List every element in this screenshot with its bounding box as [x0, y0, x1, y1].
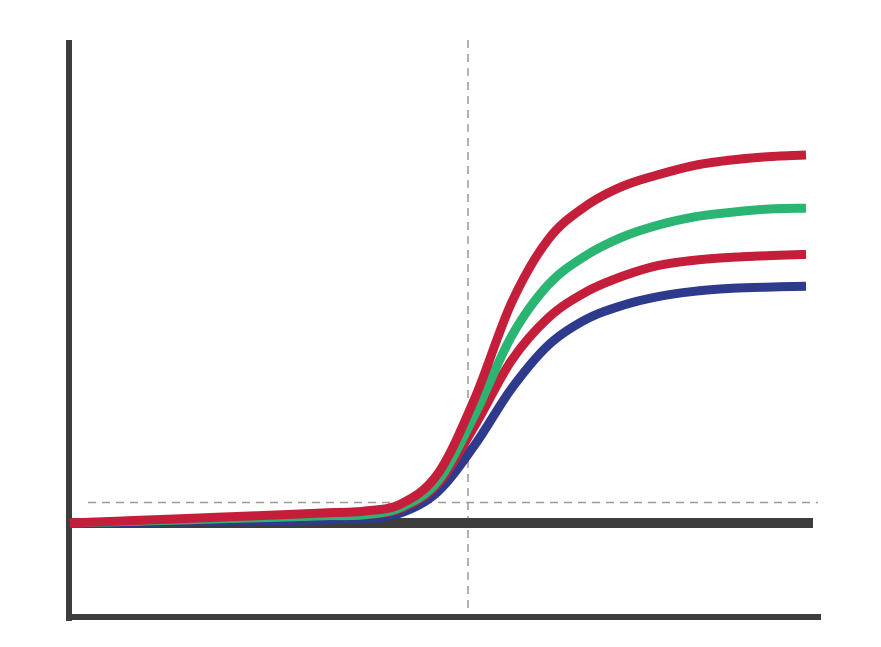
series-lines [69, 150, 807, 528]
series-line-1 [69, 150, 807, 528]
axes [66, 40, 821, 621]
